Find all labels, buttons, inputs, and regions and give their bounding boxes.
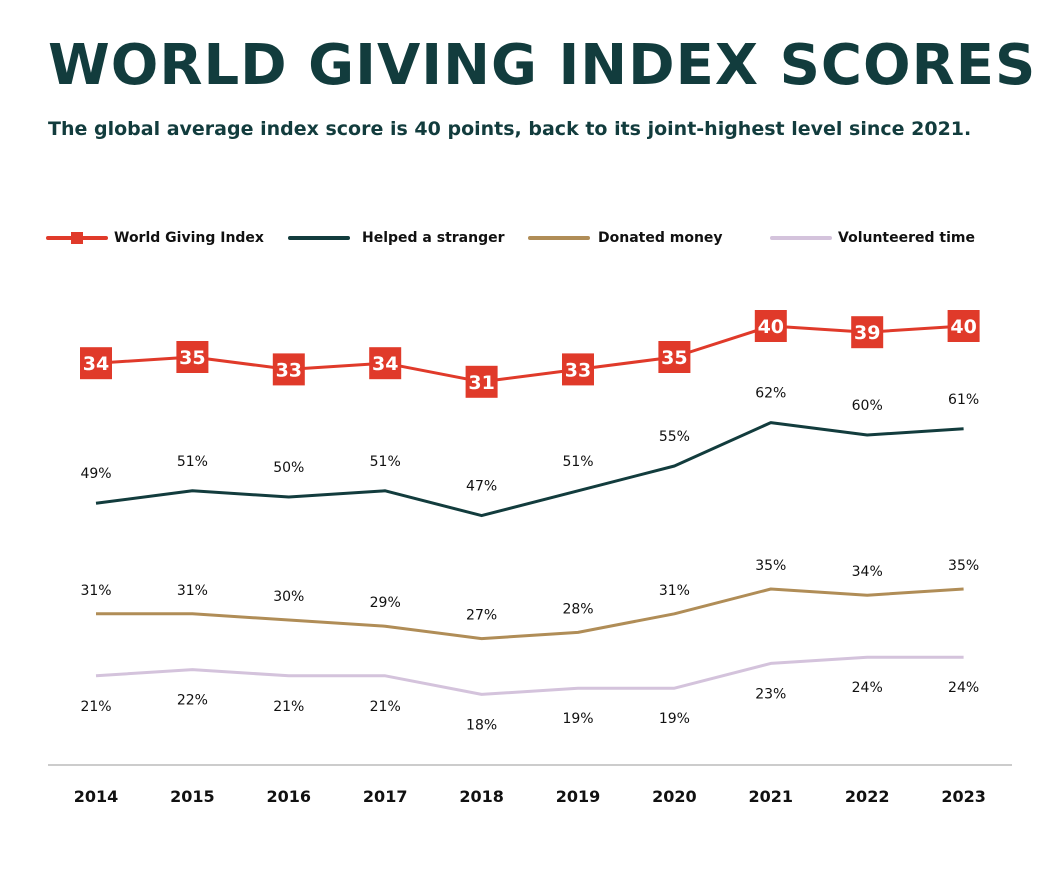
data-label: 62% [755, 386, 786, 402]
wgi-data-label: 35 [179, 347, 205, 369]
series-line-1 [95, 421, 964, 518]
data-label: 51% [370, 454, 401, 470]
data-label: 35% [948, 558, 979, 574]
data-label: 47% [466, 479, 497, 495]
x-tick-label: 2020 [652, 787, 697, 806]
legend-label: World Giving Index [114, 230, 264, 246]
data-label: 23% [755, 686, 786, 702]
data-label: 24% [852, 680, 883, 696]
wgi-data-label: 34 [372, 353, 398, 375]
data-label: 55% [659, 429, 690, 445]
data-label: 21% [370, 699, 401, 715]
data-label: 61% [948, 392, 979, 408]
wgi-data-label: 35 [661, 347, 687, 369]
data-label: 18% [466, 717, 497, 733]
x-tick-label: 2022 [845, 787, 890, 806]
wgi-data-label: 40 [758, 316, 784, 338]
legend-label: Volunteered time [838, 230, 975, 246]
legend-label: Donated money [598, 230, 723, 246]
x-tick-label: 2014 [74, 787, 119, 806]
legend-marker-square [71, 232, 83, 244]
data-label: 21% [80, 699, 111, 715]
data-label: 34% [852, 564, 883, 580]
series-line-3 [95, 655, 964, 696]
legend-label: Helped a stranger [362, 230, 505, 246]
wgi-data-label: 40 [950, 316, 976, 338]
data-label: 51% [562, 454, 593, 470]
data-label: 24% [948, 680, 979, 696]
data-label: 19% [562, 711, 593, 727]
wgi-marker [658, 341, 691, 373]
data-label: 31% [80, 583, 111, 599]
data-label: 31% [659, 583, 690, 599]
data-label: 22% [177, 693, 208, 709]
x-tick-label: 2021 [749, 787, 794, 806]
data-label: 35% [755, 558, 786, 574]
data-label: 31% [177, 583, 208, 599]
series-line-2 [96, 587, 964, 641]
data-label: 50% [273, 460, 304, 476]
wgi-data-label: 33 [276, 359, 302, 381]
series-line-0 [95, 324, 964, 384]
data-label: 28% [562, 601, 593, 617]
data-label: 27% [466, 608, 497, 624]
wgi-marker [176, 341, 209, 373]
data-label: 19% [659, 711, 690, 727]
wgi-marker [272, 353, 305, 386]
wgi-data-label: 34 [83, 353, 109, 375]
x-tick-label: 2019 [556, 787, 601, 806]
wgi-marker [947, 310, 980, 342]
x-tick-label: 2015 [170, 787, 215, 806]
data-label: 29% [370, 595, 401, 611]
wgi-data-label: 39 [854, 322, 880, 344]
page-title: WORLD GIVING INDEX SCORES [48, 33, 1037, 98]
data-label: 30% [273, 589, 304, 605]
x-tick-label: 2018 [459, 787, 504, 806]
wgi-marker [562, 353, 594, 386]
wgi-marker [851, 316, 884, 349]
wgi-data-label: 31 [468, 372, 494, 394]
data-label: 49% [80, 466, 111, 482]
x-tick-label: 2016 [267, 787, 312, 806]
wgi-marker [754, 310, 787, 342]
page-subtitle: The global average index score is 40 poi… [48, 118, 972, 140]
wgi-marker [465, 365, 498, 398]
data-label: 21% [273, 699, 304, 715]
data-label: 60% [852, 398, 883, 414]
x-tick-label: 2023 [941, 787, 986, 806]
x-tick-label: 2017 [363, 787, 408, 806]
wgi-data-label: 33 [565, 359, 591, 381]
wgi-marker [80, 347, 112, 380]
data-label: 51% [177, 454, 208, 470]
wgi-marker [369, 347, 402, 380]
